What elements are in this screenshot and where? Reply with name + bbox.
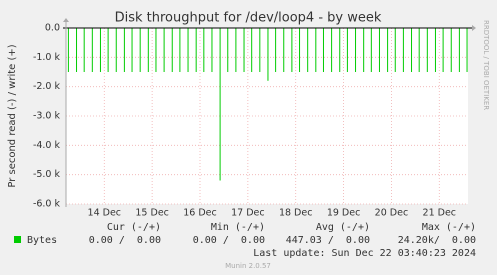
x-tick-label: 17 Dec bbox=[231, 208, 265, 219]
stats-cell: 24.20k/ 0.00 bbox=[398, 235, 476, 246]
y-tick-label: 0.0 bbox=[45, 23, 60, 34]
axis-arrow bbox=[63, 18, 69, 22]
y-axis-label: Pr second read (-) / write (+) bbox=[7, 44, 18, 187]
y-tick-label: -3.0 k bbox=[33, 111, 61, 122]
stats-cell: 0.00 / 0.00 bbox=[193, 235, 265, 246]
legend-swatch bbox=[14, 236, 21, 243]
x-tick-label: 18 Dec bbox=[279, 208, 313, 219]
y-tick-label: -5.0 k bbox=[33, 169, 61, 180]
x-tick-label: 21 Dec bbox=[423, 208, 457, 219]
stats-header: Max (-/+) bbox=[422, 222, 476, 233]
chart-title: Disk throughput for /dev/loop4 - by week bbox=[115, 11, 382, 26]
last-update: Last update: Sun Dec 22 03:40:23 2024 bbox=[253, 248, 476, 259]
x-tick-label: 20 Dec bbox=[375, 208, 409, 219]
stats-header: Cur (-/+) bbox=[107, 222, 161, 233]
x-tick-label: 14 Dec bbox=[88, 208, 122, 219]
side-text: RRDTOOL / TOBI OETIKER bbox=[482, 20, 490, 110]
footer: Munin 2.0.57 bbox=[225, 262, 271, 270]
stats-cell: 0.00 / 0.00 bbox=[89, 235, 161, 246]
y-tick-label: -6.0 k bbox=[33, 199, 61, 210]
stats-header: Avg (-/+) bbox=[316, 222, 370, 233]
y-tick-label: -1.0 k bbox=[33, 52, 61, 63]
x-tick-label: 15 Dec bbox=[135, 208, 169, 219]
stats-cell: 447.03 / 0.00 bbox=[286, 235, 370, 246]
legend-label: Bytes bbox=[27, 235, 57, 246]
x-tick-label: 16 Dec bbox=[183, 208, 217, 219]
axis-arrow bbox=[472, 25, 476, 31]
stats-header: Min (-/+) bbox=[211, 222, 265, 233]
y-tick-label: -4.0 k bbox=[33, 140, 61, 151]
x-tick-label: 19 Dec bbox=[327, 208, 361, 219]
y-tick-label: -2.0 k bbox=[33, 81, 61, 92]
